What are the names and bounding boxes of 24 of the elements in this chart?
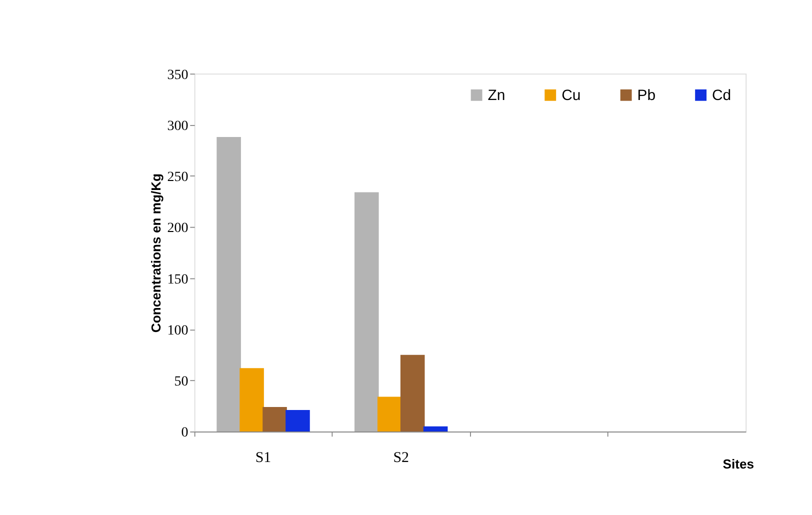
legend-label: Cu (562, 86, 581, 104)
x-axis-title: Sites (722, 456, 754, 472)
legend-label: Zn (488, 86, 506, 104)
y-tick-label: 150 (167, 272, 188, 288)
bar (262, 406, 287, 432)
x-tick-label: S2 (393, 450, 409, 466)
bar (216, 137, 241, 432)
x-tick-label: S1 (255, 450, 272, 466)
bar (423, 426, 448, 432)
y-tick-label: 0 (181, 426, 188, 441)
bar (354, 192, 379, 432)
legend-label: Pb (637, 86, 656, 104)
y-tick-label: 100 (167, 323, 188, 338)
y-tick-label: 200 (167, 221, 188, 236)
bar (286, 410, 310, 432)
bar (240, 368, 264, 432)
y-tick-label: 300 (167, 118, 188, 134)
y-tick-label: 50 (174, 374, 188, 390)
y-tick-label: 350 (167, 68, 188, 83)
bar (400, 354, 425, 432)
bar (377, 396, 402, 432)
y-axis-title: Concentrations en mg/Kg (148, 173, 164, 333)
y-tick-label: 250 (167, 170, 188, 186)
legend-label: Cd (712, 86, 732, 104)
